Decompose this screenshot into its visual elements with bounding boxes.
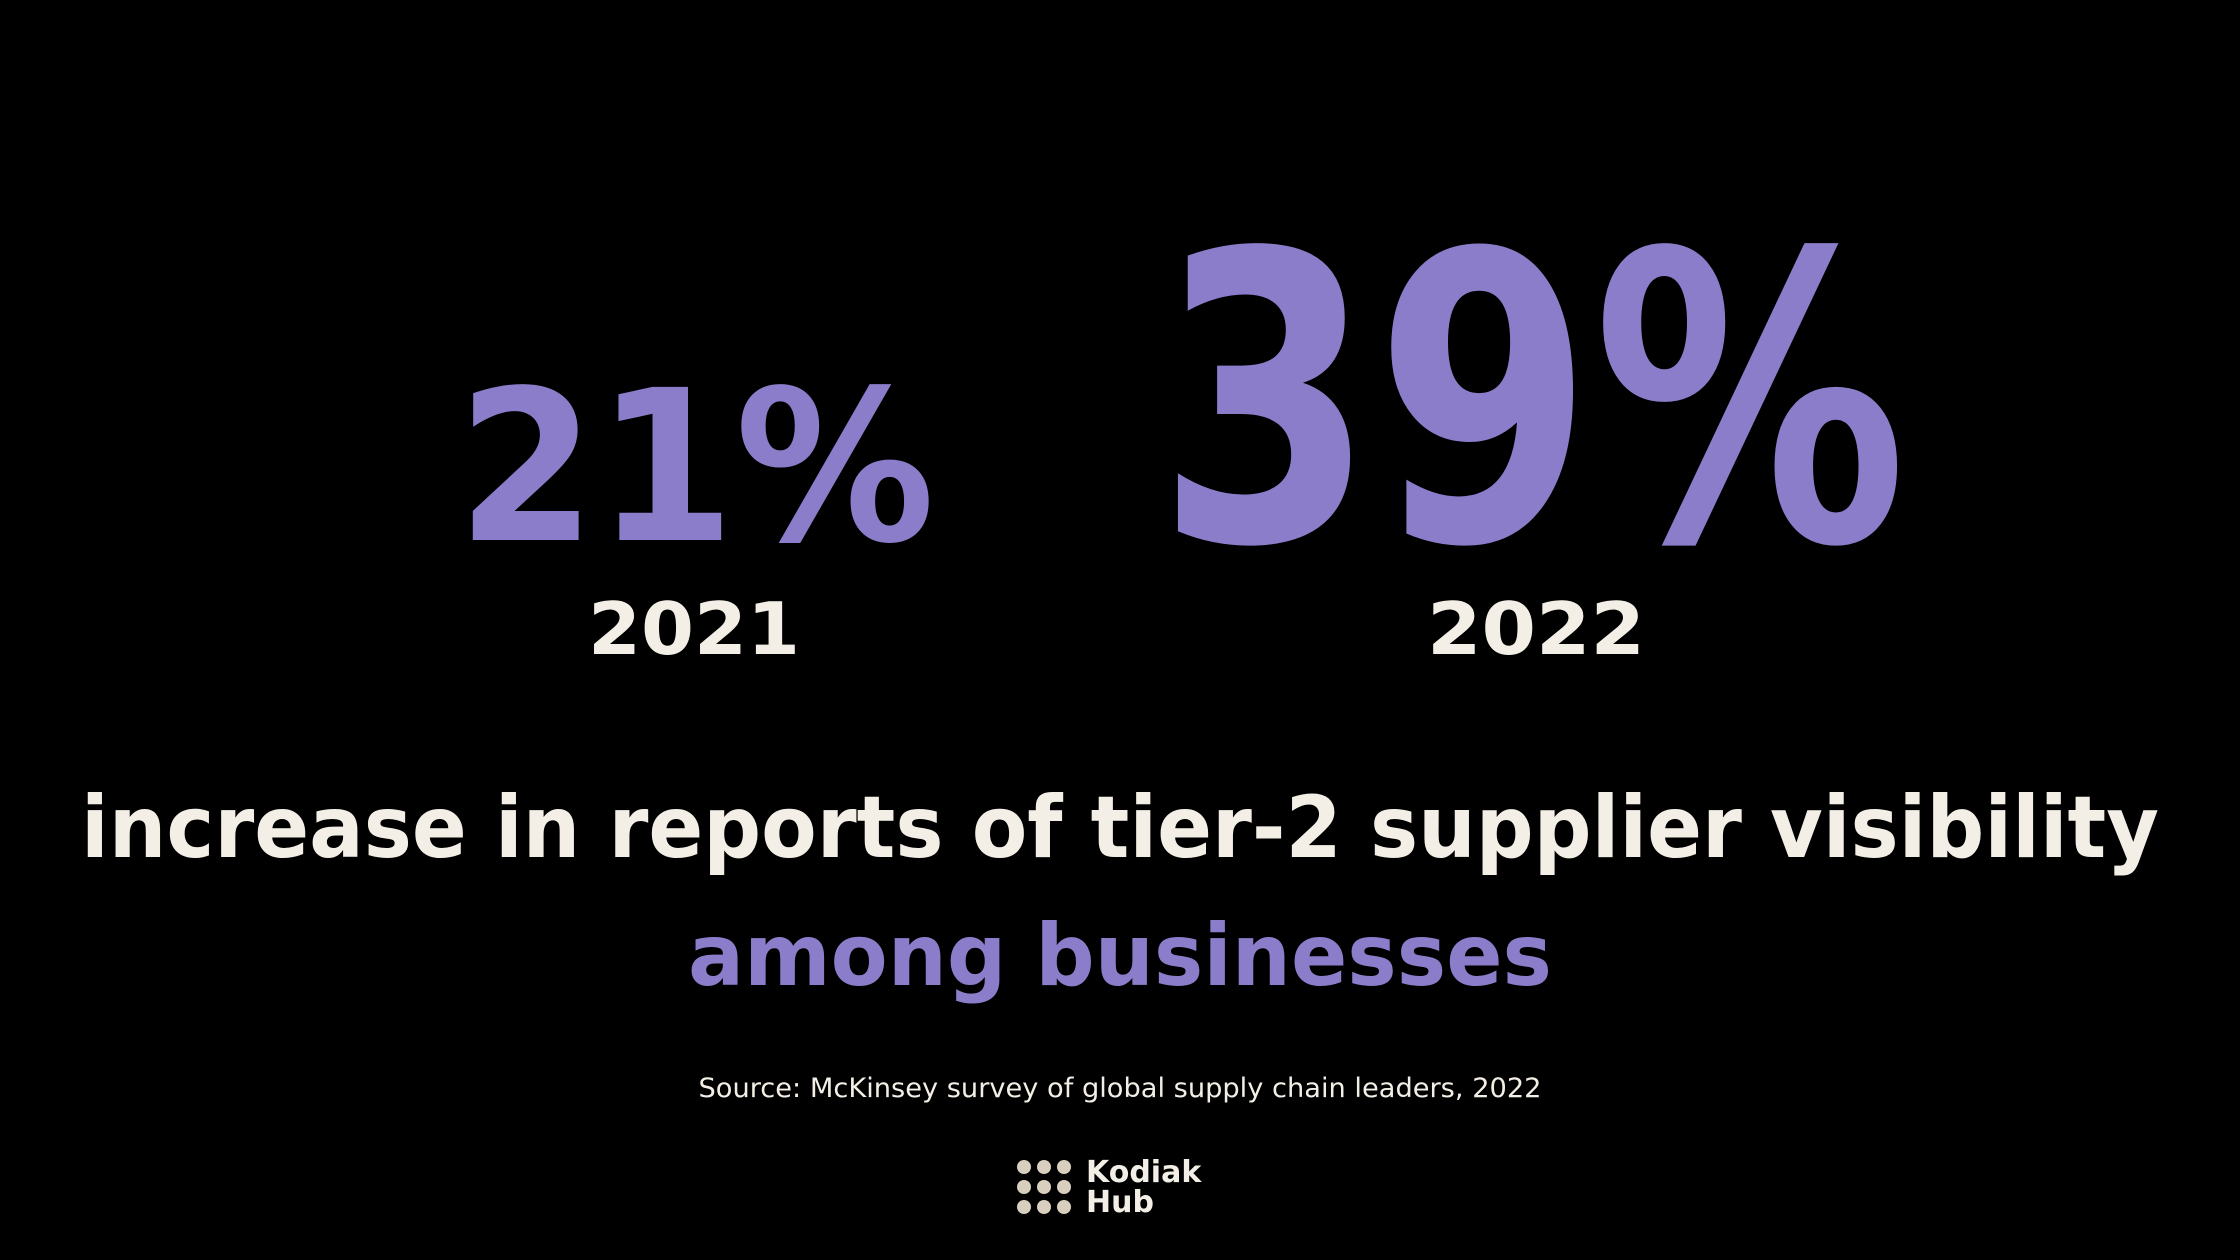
stat-value: 39% bbox=[1157, 170, 1907, 635]
stat-year: 2021 bbox=[588, 587, 800, 671]
stat-year: 2022 bbox=[1427, 587, 1645, 671]
logo-text: Kodiak bbox=[1086, 1155, 1202, 1190]
headline: increase in reports of tier-2 supplier v… bbox=[81, 778, 2159, 878]
source: Source: McKinsey survey of global supply… bbox=[699, 1073, 1542, 1104]
logo-mark bbox=[1017, 1160, 1071, 1214]
stat-value: 21% bbox=[457, 345, 935, 590]
highlight: among businesses bbox=[688, 906, 1552, 1006]
logo-text: Hub bbox=[1086, 1185, 1154, 1220]
